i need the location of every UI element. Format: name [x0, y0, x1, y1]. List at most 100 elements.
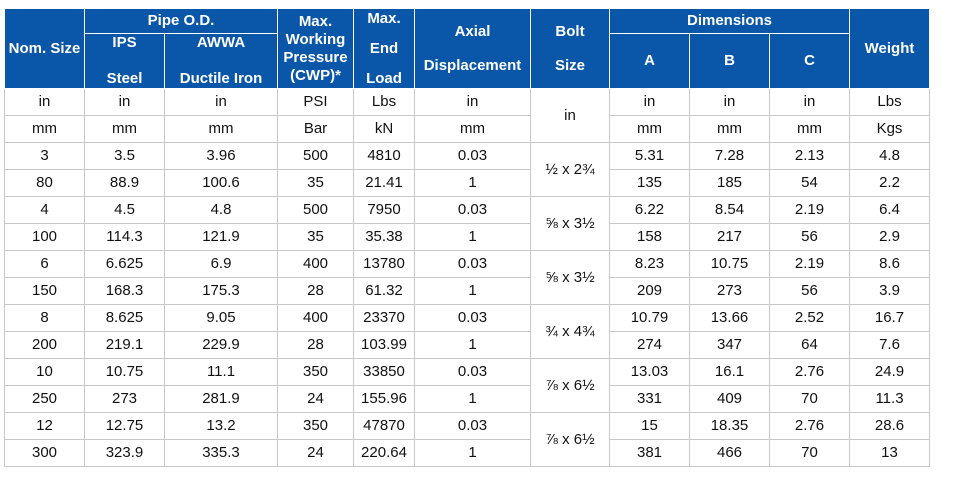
table-cell: 2.13	[769, 142, 850, 170]
table-cell: 135	[609, 169, 690, 197]
unit-cell: in	[4, 88, 85, 116]
unit-cell: in	[609, 88, 690, 116]
unit-cell: mm	[4, 115, 85, 143]
table-cell: 185	[689, 169, 770, 197]
table-header: Nom. Size Pipe O.D. Max. Working Pressur…	[4, 8, 930, 89]
dimension-b-header: B	[689, 33, 770, 89]
table-cell: 168.3	[84, 277, 165, 305]
unit-cell: PSI	[277, 88, 354, 116]
table-cell: 10.75	[689, 250, 770, 278]
table-cell: 4.8	[849, 142, 930, 170]
dimensions-header: Dimensions	[609, 8, 850, 34]
table-cell: 8.6	[849, 250, 930, 278]
table-cell: 11.3	[849, 385, 930, 413]
table-cell: 56	[769, 223, 850, 251]
table-cell: 0.03	[414, 196, 531, 224]
table-cell: 4.8	[164, 196, 278, 224]
unit-cell: in	[164, 88, 278, 116]
unit-cell: kN	[353, 115, 415, 143]
table-cell: 155.96	[353, 385, 415, 413]
table-cell: 15	[609, 412, 690, 440]
table-row: 3 3.5 3.96 500 4810 0.03 ½ x 2¾ 5.31 7.28 2.13 4.8	[4, 142, 930, 197]
table-cell: 8.625	[84, 304, 165, 332]
table-row: 4 4.5 4.8 500 7950 0.03 ⅝ x 3½ 6.22 8.54 2.19 6.4	[4, 196, 930, 251]
table-cell: 28	[277, 331, 354, 359]
table-cell: 33850	[353, 358, 415, 386]
table-cell: 0.03	[414, 412, 531, 440]
unit-cell: mm	[689, 115, 770, 143]
table-cell: 24	[277, 439, 354, 467]
table-cell: 5.31	[609, 142, 690, 170]
table-cell: 121.9	[164, 223, 278, 251]
weight-header: Weight	[849, 8, 930, 89]
awwa-ductile-iron-header: AWWA Ductile Iron	[164, 33, 278, 89]
table-cell: 229.9	[164, 331, 278, 359]
table-cell: 4.5	[84, 196, 165, 224]
unit-cell: Lbs	[849, 88, 930, 116]
table-cell: 2.76	[769, 412, 850, 440]
table-cell: 3.5	[84, 142, 165, 170]
table-cell: 12	[4, 412, 85, 440]
table-cell: 6.9	[164, 250, 278, 278]
table-cell: 3.96	[164, 142, 278, 170]
specifications-table: Nom. Size Pipe O.D. Max. Working Pressur…	[4, 8, 930, 467]
table-cell: 1	[414, 223, 531, 251]
bolt-size-cell: ⅞ x 6½	[530, 412, 610, 467]
unit-cell: Kgs	[849, 115, 930, 143]
table-cell: 9.05	[164, 304, 278, 332]
table-cell: 2.2	[849, 169, 930, 197]
table-cell: 70	[769, 385, 850, 413]
table-row: 80 88.9 100.6 35 21.41 1 135 185 54 2.2	[4, 169, 930, 197]
table-cell: 4810	[353, 142, 415, 170]
table-cell: 4	[4, 196, 85, 224]
table-cell: 350	[277, 358, 354, 386]
table-row: 150 168.3 175.3 28 61.32 1 209 273 56 3.9	[4, 277, 930, 305]
unit-cell: in	[84, 88, 165, 116]
table-cell: 2.19	[769, 196, 850, 224]
table-cell: 300	[4, 439, 85, 467]
nom-size-header: Nom. Size	[4, 8, 85, 89]
bolt-size-cell: ½ x 2¾	[530, 142, 610, 197]
table-cell: 158	[609, 223, 690, 251]
table-row: 200 219.1 229.9 28 103.99 1 274 347 64 7.6	[4, 331, 930, 359]
unit-cell: Bar	[277, 115, 354, 143]
units-row-imperial: in in in PSI Lbs in in in in in Lbs	[4, 88, 930, 143]
table-cell: 1	[414, 385, 531, 413]
table-cell: 209	[609, 277, 690, 305]
table-cell: 347	[689, 331, 770, 359]
ips-steel-header: IPS Steel	[84, 33, 165, 89]
table-cell: 80	[4, 169, 85, 197]
table-cell: 500	[277, 142, 354, 170]
table-cell: 1	[414, 277, 531, 305]
table-cell: 219.1	[84, 331, 165, 359]
table-cell: 13780	[353, 250, 415, 278]
table-cell: 6.4	[849, 196, 930, 224]
table-cell: 16.1	[689, 358, 770, 386]
table-cell: 335.3	[164, 439, 278, 467]
table-cell: 64	[769, 331, 850, 359]
table-cell: 28.6	[849, 412, 930, 440]
pipe-od-header: Pipe O.D.	[84, 8, 278, 34]
table-row: 8 8.625 9.05 400 23370 0.03 ¾ x 4¾ 10.79 13.66 2.…	[4, 304, 930, 359]
table-cell: 2.19	[769, 250, 850, 278]
table-cell: 1	[414, 169, 531, 197]
table-row: 12 12.75 13.2 350 47870 0.03 ⅞ x 6½ 15 18.35 2.76…	[4, 412, 930, 467]
table-cell: 16.7	[849, 304, 930, 332]
table-cell: 466	[689, 439, 770, 467]
table-cell: 28	[277, 277, 354, 305]
table-cell: 323.9	[84, 439, 165, 467]
table-cell: 6.22	[609, 196, 690, 224]
table-cell: 175.3	[164, 277, 278, 305]
table-cell: 200	[4, 331, 85, 359]
table-cell: 331	[609, 385, 690, 413]
table-cell: 217	[689, 223, 770, 251]
table-cell: 35.38	[353, 223, 415, 251]
table-cell: 54	[769, 169, 850, 197]
table-cell: 6.625	[84, 250, 165, 278]
table-cell: 350	[277, 412, 354, 440]
unit-cell: mm	[414, 115, 531, 143]
bolt-size-cell: ⅝ x 3½	[530, 250, 610, 305]
table-cell: 3	[4, 142, 85, 170]
unit-cell: mm	[84, 115, 165, 143]
table-cell: 2.52	[769, 304, 850, 332]
